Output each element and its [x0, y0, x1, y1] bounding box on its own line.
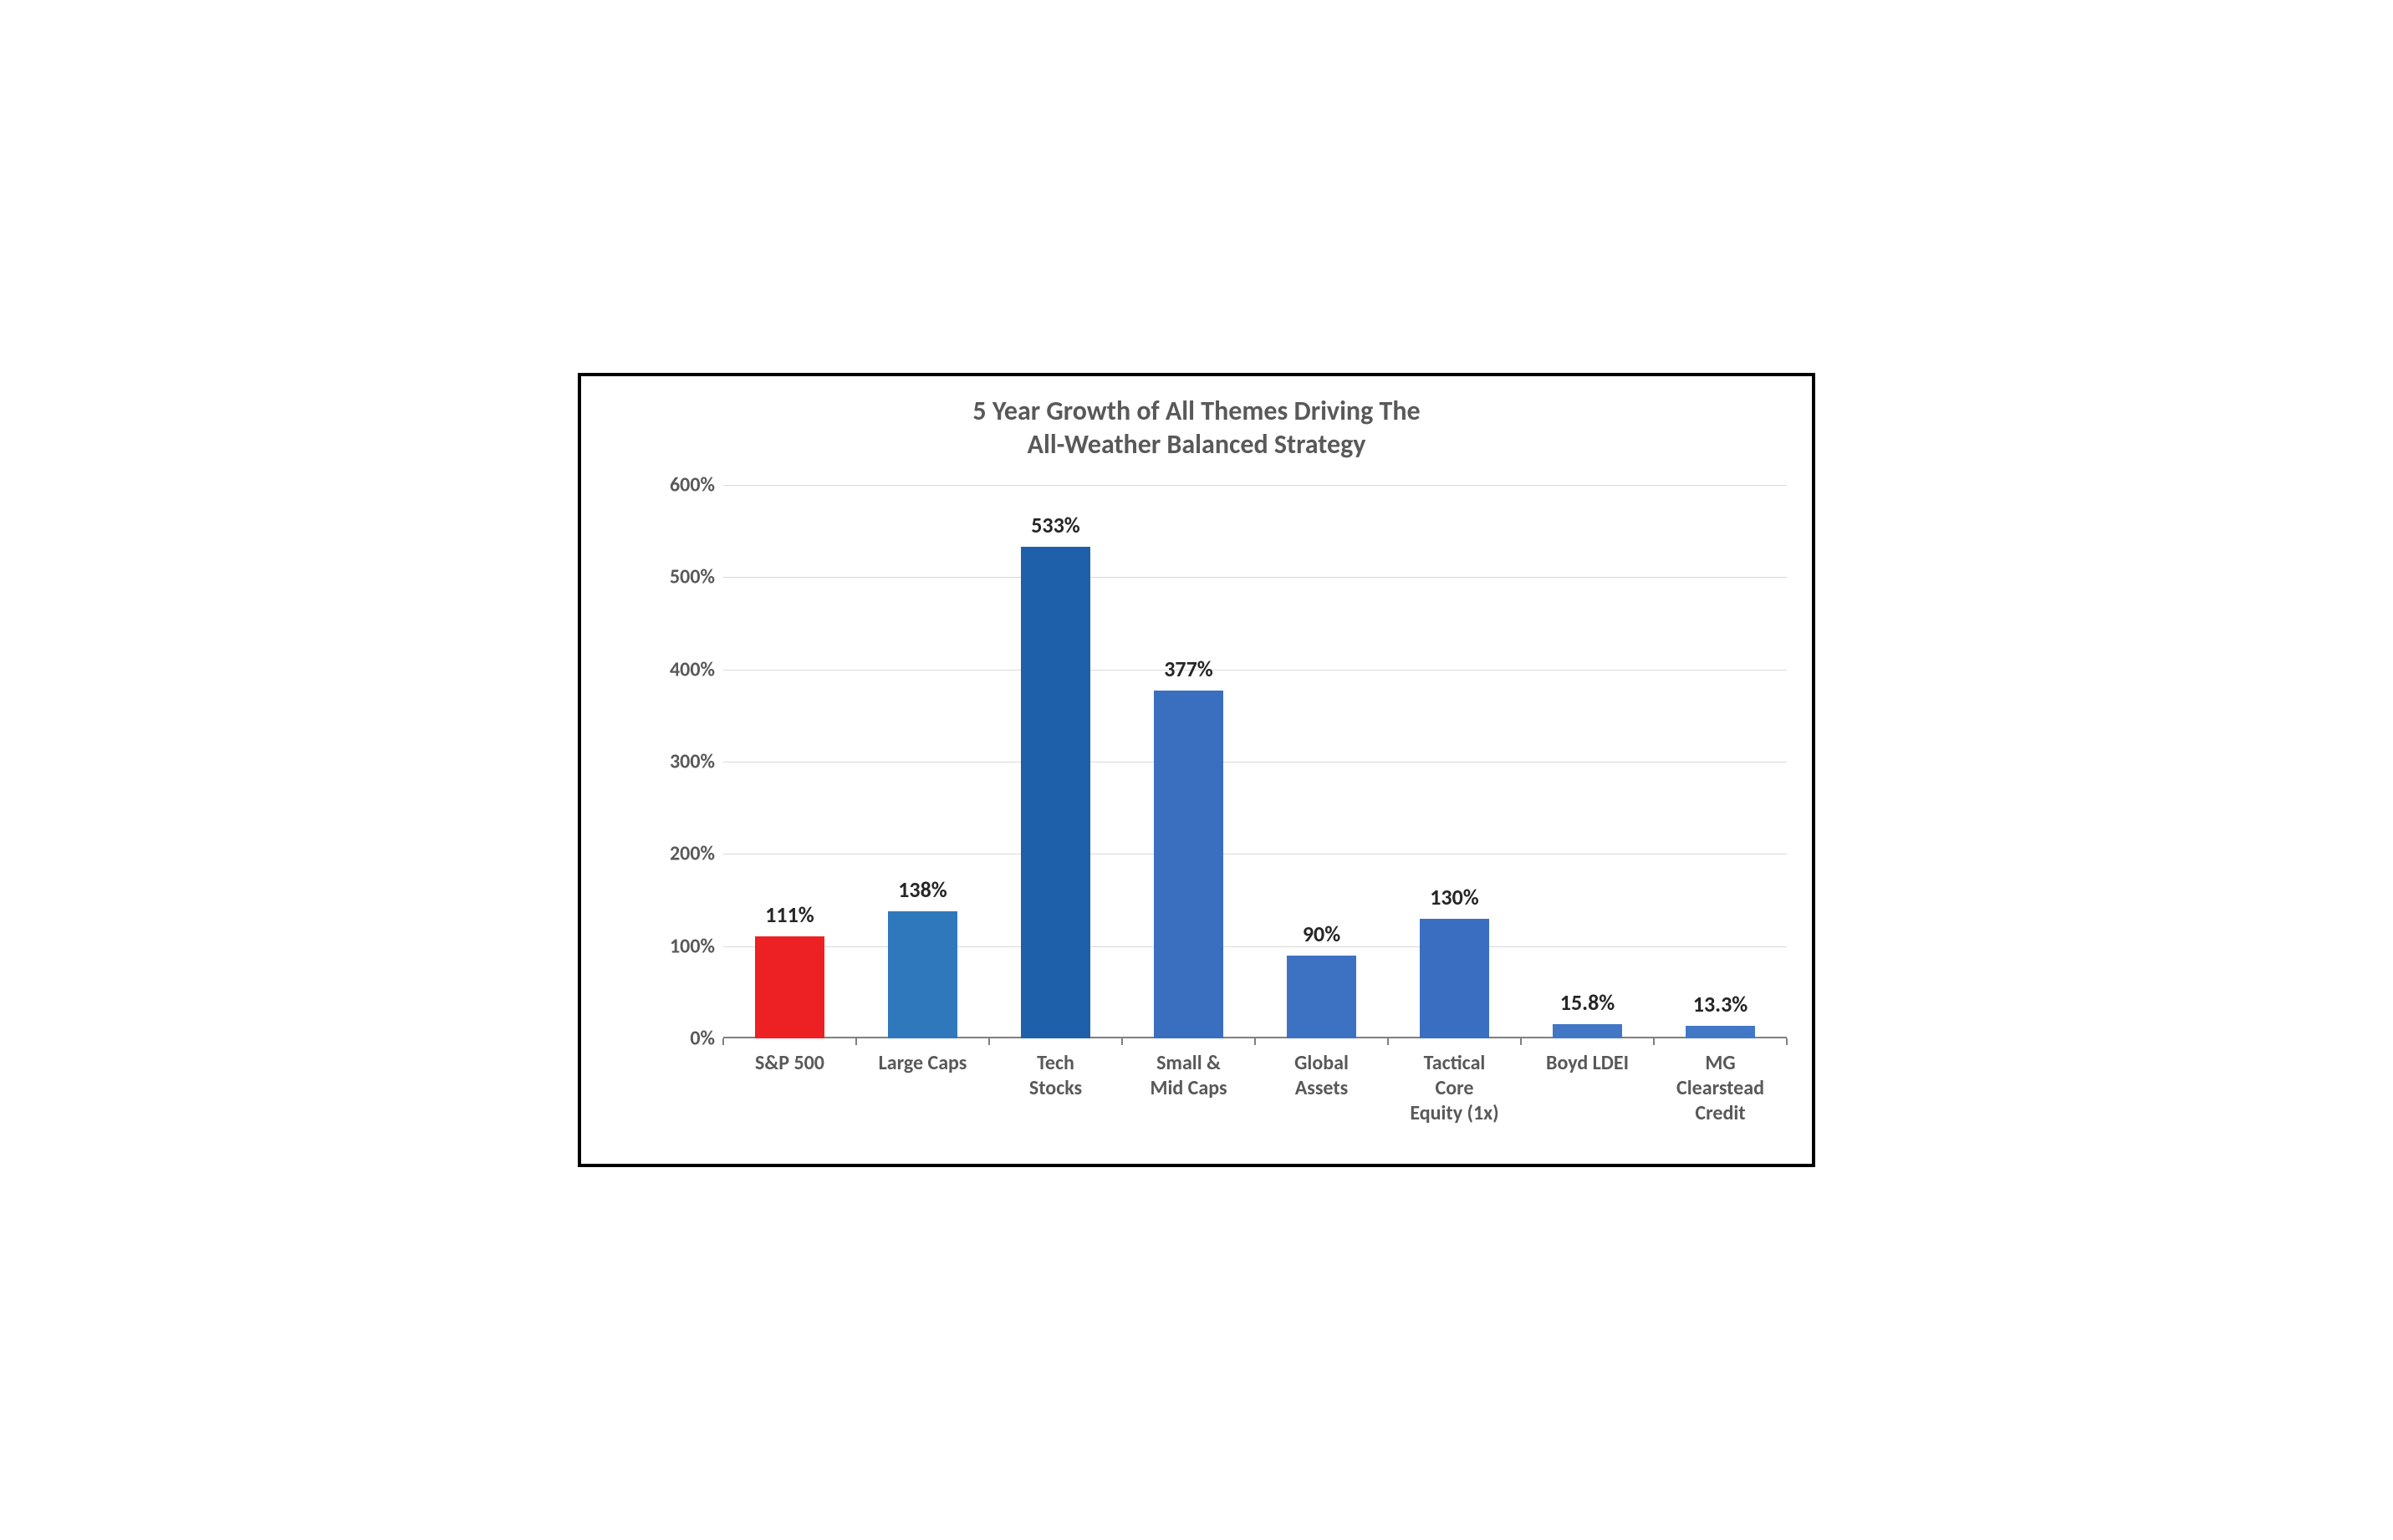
bar	[1686, 1026, 1755, 1038]
y-axis: 0%100%200%300%400%500%600%	[656, 485, 723, 1038]
chart-frame: 5 Year Growth of All Themes Driving The …	[578, 373, 1815, 1167]
bar	[1287, 956, 1356, 1038]
data-label: 15.8%	[1560, 989, 1615, 1016]
data-label: 130%	[1430, 884, 1479, 910]
x-axis-label: GlobalAssets	[1252, 1051, 1391, 1101]
x-axis-label: Large Caps	[853, 1051, 992, 1076]
y-tick-label: 200%	[670, 842, 715, 866]
gridline	[723, 946, 1787, 947]
y-tick-label: 400%	[670, 657, 715, 681]
plot-area: 111% 138% 533% 377% 90% 130% 15.8% 13.3%	[723, 485, 1787, 1038]
plot-wrapper: 0%100%200%300%400%500%600% 111%138%533%3…	[656, 485, 1787, 1038]
x-axis-label: Boyd LDEI	[1518, 1051, 1657, 1076]
x-axis-labels: S&P 500Large CapsTechStocksSmall &Mid Ca…	[723, 1038, 1787, 1164]
x-axis-label: TacticalCoreEquity (1x)	[1385, 1051, 1524, 1126]
bar	[1154, 691, 1223, 1038]
y-tick-label: 100%	[670, 934, 715, 958]
y-tick-label: 300%	[670, 750, 715, 774]
data-label: 138%	[898, 876, 947, 903]
x-axis-label: Small &Mid Caps	[1119, 1051, 1258, 1101]
gridline	[723, 485, 1787, 486]
data-label: 90%	[1303, 920, 1340, 947]
gridline	[723, 577, 1787, 578]
data-label: 111%	[765, 901, 814, 928]
bar	[1420, 919, 1489, 1038]
chart-title-line-2: All-Weather Balanced Strategy	[598, 428, 1795, 461]
x-axis-label: MGClearsteadCredit	[1651, 1051, 1790, 1126]
bar	[1553, 1024, 1622, 1038]
chart-title: 5 Year Growth of All Themes Driving The …	[598, 395, 1795, 461]
data-label: 13.3%	[1693, 991, 1748, 1017]
gridline	[723, 670, 1787, 671]
bar	[888, 911, 957, 1038]
data-label: 533%	[1031, 512, 1080, 538]
y-tick-label: 600%	[670, 473, 715, 497]
chart-title-line-1: 5 Year Growth of All Themes Driving The	[598, 395, 1795, 428]
x-axis-label: S&P 500	[720, 1051, 860, 1076]
data-label: 377%	[1164, 655, 1213, 682]
bar	[755, 936, 824, 1038]
y-tick-label: 0%	[690, 1027, 715, 1051]
x-axis-label: TechStocks	[986, 1051, 1125, 1101]
y-tick-label: 500%	[670, 565, 715, 589]
bar	[1021, 547, 1090, 1038]
